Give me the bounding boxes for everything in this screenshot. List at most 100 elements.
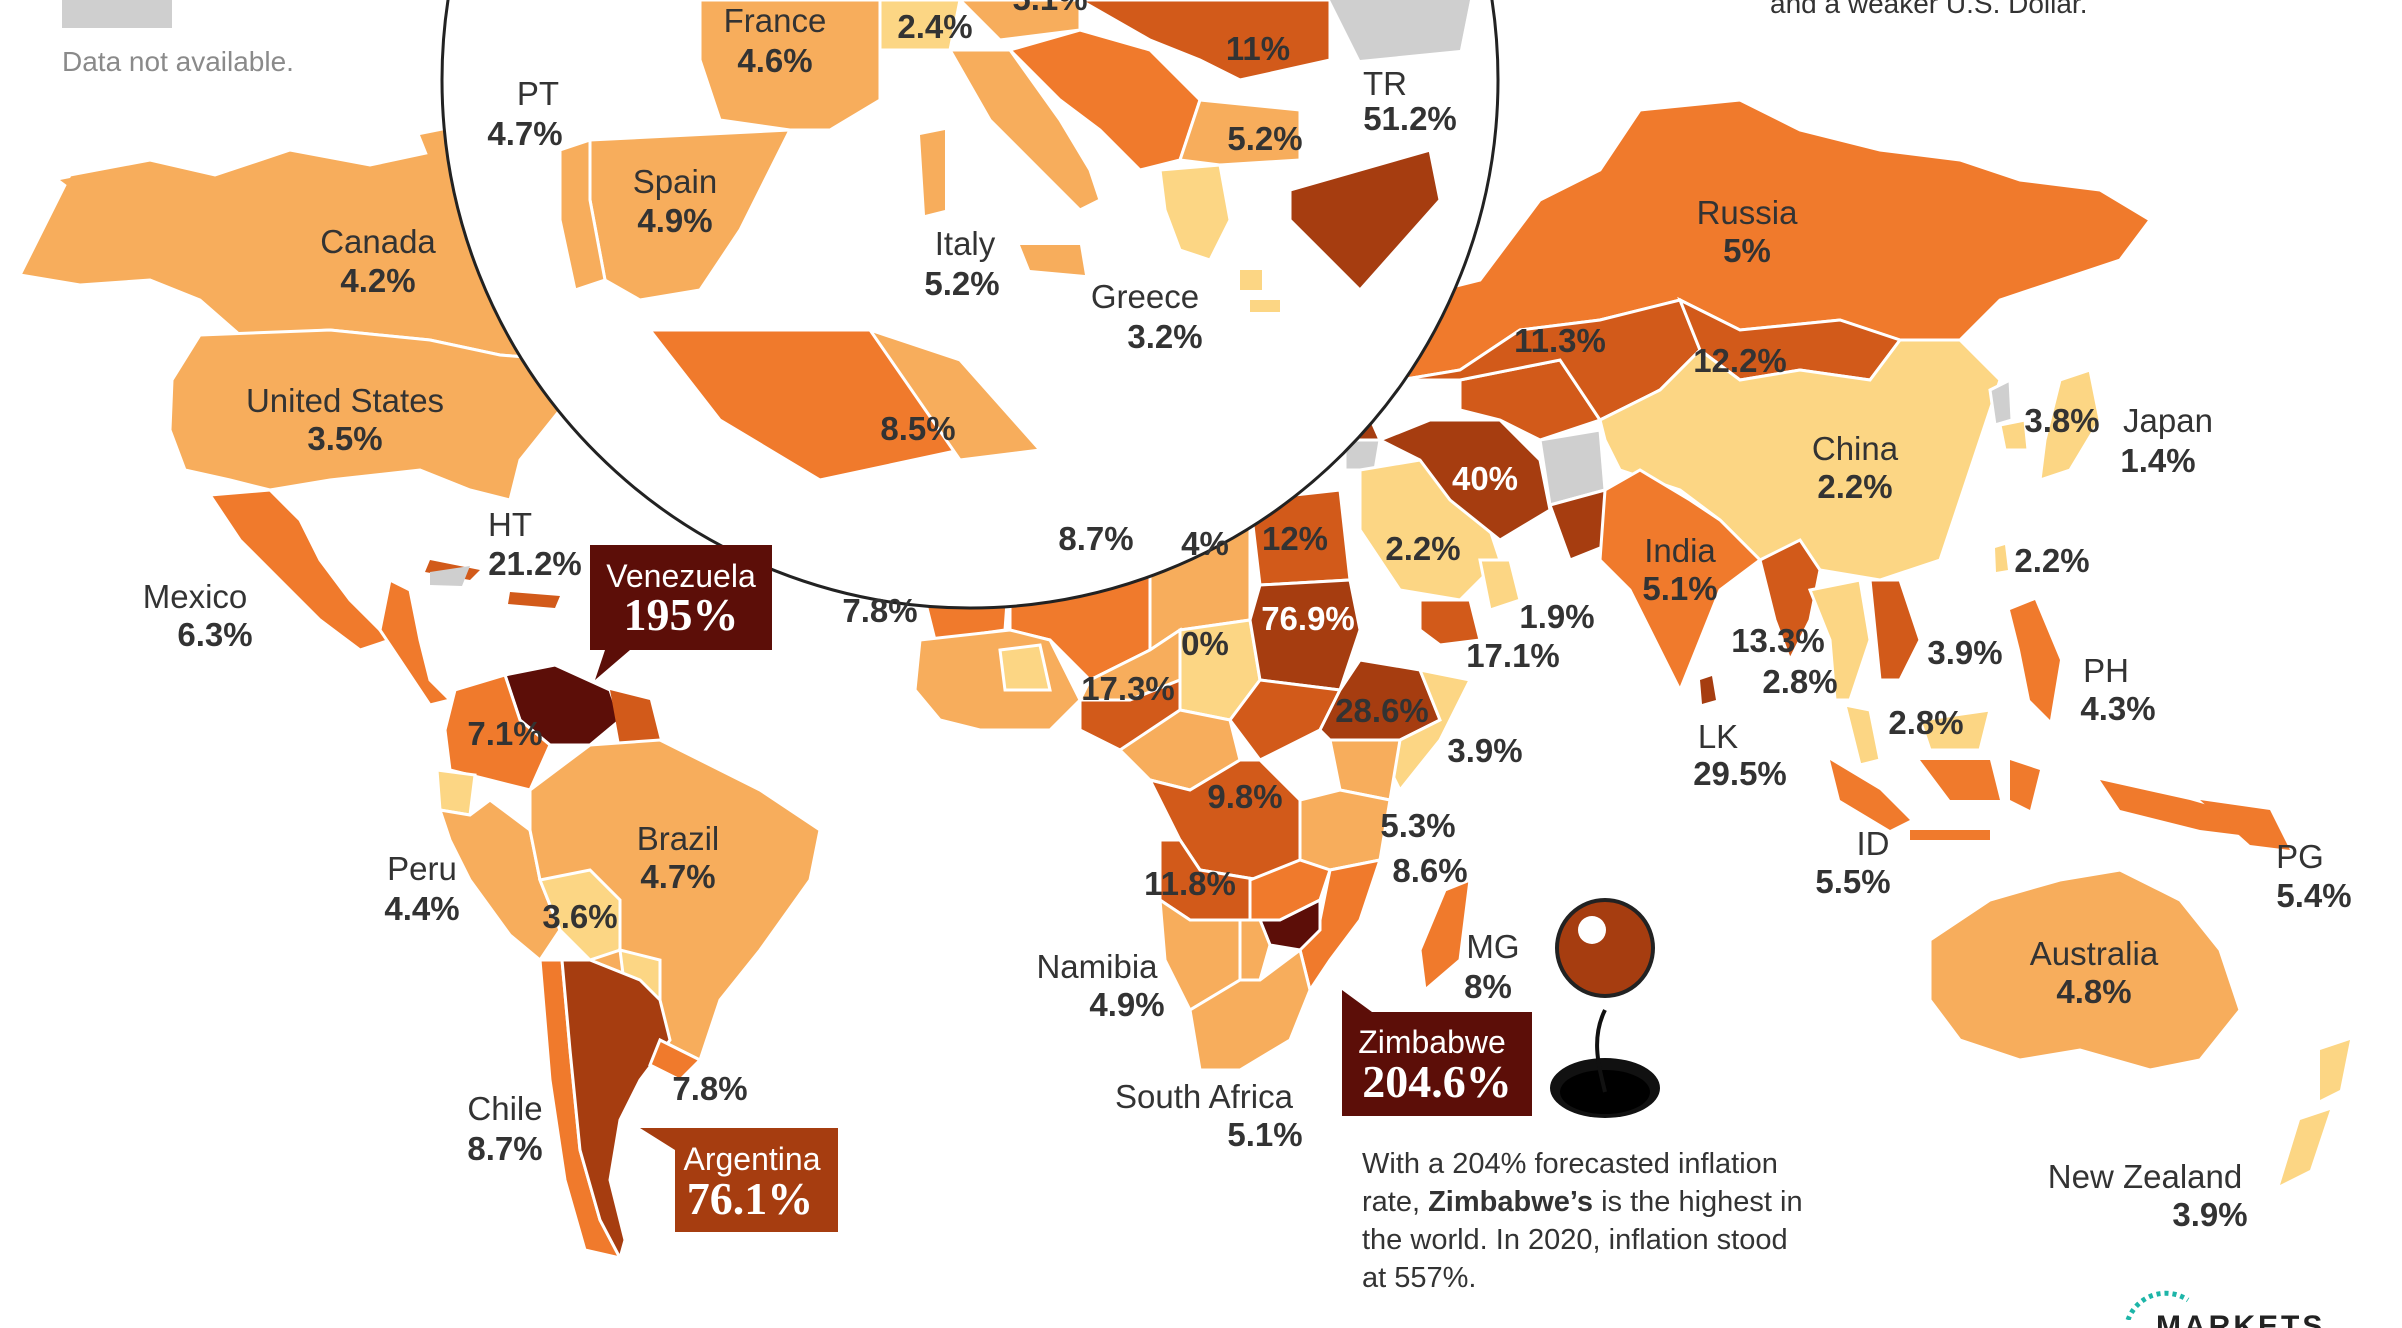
label-value-peru: 4.4% <box>384 890 459 927</box>
country-china[interactable] <box>1598 338 2002 582</box>
label-iran: 40% <box>1452 460 1518 497</box>
top-note: and a weaker U.S. Dollar. <box>1770 0 2088 19</box>
callout-argentina-value: 76.1% <box>687 1173 814 1224</box>
label-value-italy: 5.2% <box>924 265 999 302</box>
label-mongolia: 12.2% <box>1693 342 1787 379</box>
callout-venezuela-name: Venezuela <box>606 558 756 594</box>
label-oman: 1.9% <box>1519 598 1594 635</box>
label-egypt: 12% <box>1262 520 1328 557</box>
country-labels: France 4.6% 2.4% 5.1% 11% 5.2% TR 51.2% … <box>143 0 2352 1233</box>
country-portugal[interactable] <box>558 137 607 292</box>
country-png[interactable] <box>2200 800 2290 850</box>
label-value-south-africa: 5.1% <box>1227 1116 1302 1153</box>
label-name-pg: PG <box>2276 838 2324 875</box>
country-uruguay[interactable] <box>648 1037 703 1082</box>
country-new-zealand[interactable] <box>2280 1040 2350 1185</box>
callout-zimbabwe: Zimbabwe 204.6% <box>1342 990 1532 1116</box>
label-name-canada: Canada <box>320 223 436 260</box>
label-name-new-zealand: New Zealand <box>2048 1158 2242 1195</box>
west-africa-coast <box>998 643 1052 692</box>
markets-logo: MARKETS <box>2118 1280 2358 1328</box>
country-india[interactable] <box>1598 468 1763 694</box>
label-name-france: France <box>724 2 827 39</box>
country-botswana <box>1238 918 1272 982</box>
horn-somalia <box>1388 667 1473 793</box>
label-switzerland: 2.4% <box>897 8 972 45</box>
greek-islands <box>1240 270 1280 312</box>
country-usa[interactable] <box>168 328 599 502</box>
label-uruguay: 7.8% <box>672 1070 747 1107</box>
label-name-mexico: Mexico <box>143 578 248 615</box>
label-value-id: 5.5% <box>1815 863 1890 900</box>
label-thailand: 2.8% <box>1762 663 1837 700</box>
country-egypt-inset <box>866 327 1044 462</box>
country-sri-lanka[interactable] <box>1700 676 1716 704</box>
country-philippines[interactable] <box>2010 600 2060 720</box>
country-ukraine[interactable] <box>1076 0 1332 82</box>
label-value-france: 4.6% <box>737 42 812 79</box>
label-name-china: China <box>1812 430 1899 467</box>
country-yemen[interactable] <box>1418 598 1482 647</box>
label-vietnam: 3.9% <box>1927 634 2002 671</box>
label-name-ht: HT <box>488 506 532 543</box>
label-name-usa: United States <box>246 382 444 419</box>
country-australia[interactable] <box>1928 868 2242 1072</box>
label-bolivia: 3.6% <box>542 898 617 935</box>
label-mozambique: 8.6% <box>1392 852 1467 889</box>
label-value-pg: 5.4% <box>2276 877 2351 914</box>
legend-missing-swatch <box>62 0 172 28</box>
country-japan[interactable] <box>2038 368 2102 483</box>
label-chad: 0% <box>1181 625 1229 662</box>
country-greece[interactable] <box>1158 163 1232 262</box>
country-iran[interactable] <box>1376 418 1552 542</box>
label-value-chile: 8.7% <box>467 1130 542 1167</box>
country-italy[interactable] <box>947 48 1102 212</box>
label-value-spain: 4.9% <box>637 202 712 239</box>
country-madagascar[interactable] <box>1418 877 1472 993</box>
guyanas <box>610 690 660 745</box>
label-name-id: ID <box>1857 825 1890 862</box>
label-value-lk: 29.5% <box>1693 755 1787 792</box>
country-tanzania[interactable] <box>1298 788 1392 872</box>
country-taiwan[interactable] <box>1995 545 2008 572</box>
label-name-peru: Peru <box>387 850 457 887</box>
label-name-mg: MG <box>1466 928 1519 965</box>
country-indonesia[interactable] <box>1830 760 2280 840</box>
country-oman[interactable] <box>1478 558 1522 612</box>
country-south-korea[interactable] <box>1998 418 2030 452</box>
country-vietnam[interactable] <box>1868 578 1922 682</box>
label-value-brazil: 4.7% <box>640 858 715 895</box>
country-myanmar[interactable] <box>1758 538 1822 664</box>
label-germany: 5.1% <box>1012 0 1087 17</box>
map-pin-icon <box>1550 898 1660 1118</box>
central-america[interactable] <box>378 577 453 707</box>
label-name-pt: PT <box>517 75 559 112</box>
label-myanmar: 13.3% <box>1731 622 1825 659</box>
label-value-india: 5.1% <box>1642 570 1717 607</box>
italy-islands <box>920 130 1085 275</box>
label-tanzania: 5.3% <box>1380 807 1455 844</box>
label-value-russia: 5% <box>1723 232 1771 269</box>
label-value-namibia: 4.9% <box>1089 986 1164 1023</box>
country-malaysia[interactable] <box>1842 703 1992 767</box>
label-name-south-africa: South Africa <box>1115 1078 1294 1115</box>
label-name-italy: Italy <box>935 225 996 262</box>
callout-venezuela: Venezuela 195% <box>590 545 772 680</box>
zimbabwe-note-bold: Zimbabwe’s <box>1428 1186 1594 1218</box>
country-argentina[interactable] <box>560 958 672 1263</box>
callout-zimbabwe-value: 204.6% <box>1362 1056 1512 1107</box>
label-name-spain: Spain <box>633 163 717 200</box>
callout-argentina-name: Argentina <box>684 1141 821 1177</box>
country-thailand[interactable] <box>1807 578 1872 702</box>
label-nigeria: 17.3% <box>1081 670 1175 707</box>
legend-missing-label: Data not available. <box>62 46 294 77</box>
callout-venezuela-value: 195% <box>624 589 739 640</box>
country-bulgaria[interactable] <box>1177 98 1302 167</box>
country-south-africa[interactable] <box>1188 947 1312 1072</box>
logo-arc-icon <box>2125 1290 2190 1320</box>
label-south-korea: 3.8% <box>2024 402 2099 439</box>
label-name-russia: Russia <box>1697 194 1799 231</box>
country-turkey-inset[interactable] <box>1288 148 1442 293</box>
